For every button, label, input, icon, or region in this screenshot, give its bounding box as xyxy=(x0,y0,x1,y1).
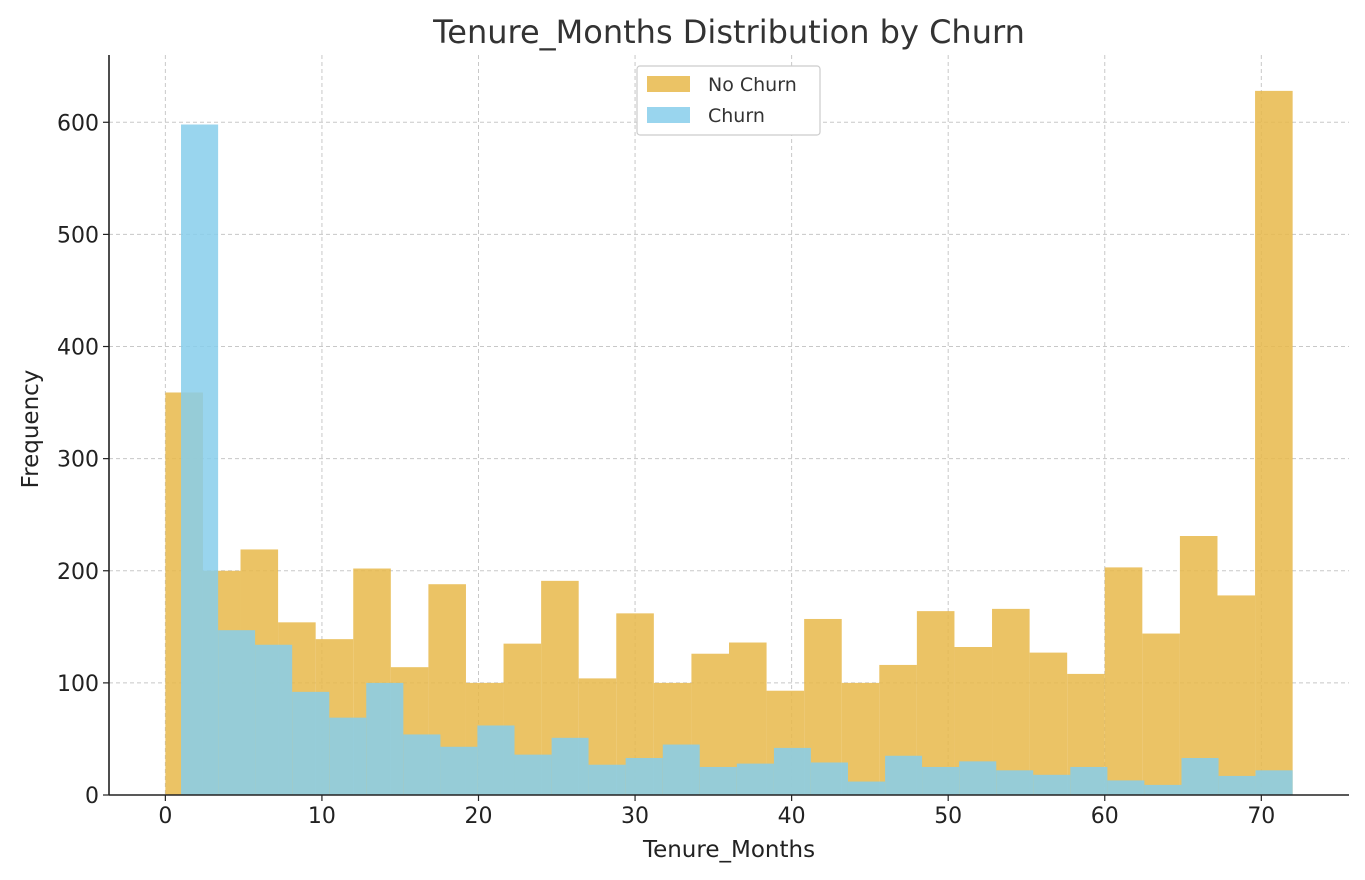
churn-bar xyxy=(477,725,515,795)
churn-bar xyxy=(255,644,293,795)
y-tick-label: 300 xyxy=(57,448,99,473)
no-churn-bar xyxy=(1217,595,1256,795)
no-churn-bar xyxy=(992,608,1030,795)
histogram-bars xyxy=(165,90,1293,796)
axes xyxy=(108,55,1349,796)
x-tick-label: 70 xyxy=(1247,804,1275,829)
churn-bar xyxy=(810,762,848,795)
x-tick-label: 0 xyxy=(158,804,172,829)
churn-bar xyxy=(403,734,441,795)
churn-bar xyxy=(440,746,478,795)
churn-bar xyxy=(1107,780,1145,795)
no-churn-bar xyxy=(916,611,955,795)
y-tick-label: 400 xyxy=(57,336,99,361)
x-tick-label: 10 xyxy=(308,804,336,829)
churn-bar xyxy=(1070,766,1108,795)
churn-bar xyxy=(1255,770,1293,795)
churn-bar xyxy=(922,766,960,795)
x-tick-label: 50 xyxy=(934,804,962,829)
legend-label-no-churn: No Churn xyxy=(708,74,797,96)
churn-bar xyxy=(514,754,552,795)
churn-bar xyxy=(847,781,886,795)
x-tick-label: 60 xyxy=(1091,804,1119,829)
legend-label-churn: Churn xyxy=(708,105,765,127)
x-tick-label: 40 xyxy=(778,804,806,829)
churn-bar xyxy=(292,691,330,795)
no-churn-bar xyxy=(1104,567,1143,795)
churn-bar xyxy=(588,764,626,795)
legend-swatch-no-churn xyxy=(647,76,690,92)
churn-bar xyxy=(662,744,700,795)
no-churn-bar xyxy=(1029,652,1068,795)
y-tick-label: 200 xyxy=(57,560,99,585)
no-churn-bar xyxy=(1142,633,1180,795)
y-tick-label: 100 xyxy=(57,672,99,697)
churn-bar xyxy=(625,758,663,795)
x-tick-label: 20 xyxy=(464,804,492,829)
x-tick-label: 30 xyxy=(621,804,649,829)
churn-bar xyxy=(736,763,774,795)
churn-bar xyxy=(773,747,811,795)
x-axis-title: Tenure_Months xyxy=(642,837,815,863)
churn-bar xyxy=(699,766,737,795)
y-tick-label: 500 xyxy=(57,223,99,248)
churn-bar xyxy=(1144,784,1182,795)
churn-bar xyxy=(1181,758,1219,795)
churn-bar xyxy=(1218,775,1256,795)
churn-bar xyxy=(996,770,1034,795)
churn-bar xyxy=(551,737,589,795)
y-axis-title: Frequency xyxy=(18,370,44,489)
y-tick-label: 0 xyxy=(85,784,99,809)
chart-title: Tenure_Months Distribution by Churn xyxy=(432,13,1025,51)
tick-labels: 0 10 20 30 40 50 60 70 0 100 200 300 400 500 600 xyxy=(57,111,1275,829)
churn-bar xyxy=(181,124,219,796)
churn-bar xyxy=(218,630,256,795)
y-tick-label: 600 xyxy=(57,111,99,136)
no-churn-bar xyxy=(1255,90,1293,795)
churn-bar xyxy=(1033,774,1071,795)
legend-swatch-churn xyxy=(647,107,690,123)
churn-bar xyxy=(329,717,367,795)
churn-bar xyxy=(885,755,923,795)
churn-bar xyxy=(959,761,997,795)
no-churn-bar xyxy=(1179,536,1218,795)
legend: No Churn Churn xyxy=(636,65,821,136)
churn-bar xyxy=(366,682,404,795)
